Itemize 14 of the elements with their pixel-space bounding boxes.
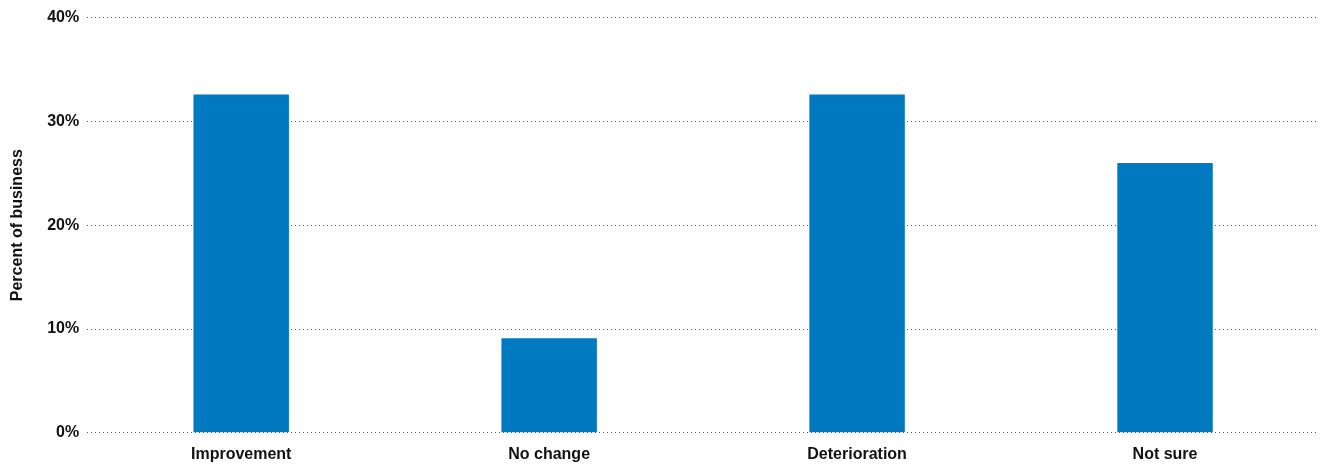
bar bbox=[809, 94, 905, 433]
x-tick-label: Improvement bbox=[190, 444, 293, 462]
bar bbox=[501, 338, 597, 433]
y-tick-label: 30% bbox=[47, 111, 80, 129]
y-tick-label: 20% bbox=[47, 215, 80, 233]
y-tick-label: 10% bbox=[47, 319, 80, 337]
y-axis-title: Percent of business bbox=[8, 149, 26, 302]
y-tick-label: 40% bbox=[47, 8, 80, 26]
y-tick-label: 0% bbox=[56, 423, 80, 441]
x-tick-label: Deterioration bbox=[807, 444, 907, 462]
x-tick-label: No change bbox=[508, 444, 591, 462]
bar bbox=[193, 94, 289, 433]
x-tick-label: Not sure bbox=[1132, 444, 1198, 462]
bar bbox=[1117, 162, 1213, 433]
